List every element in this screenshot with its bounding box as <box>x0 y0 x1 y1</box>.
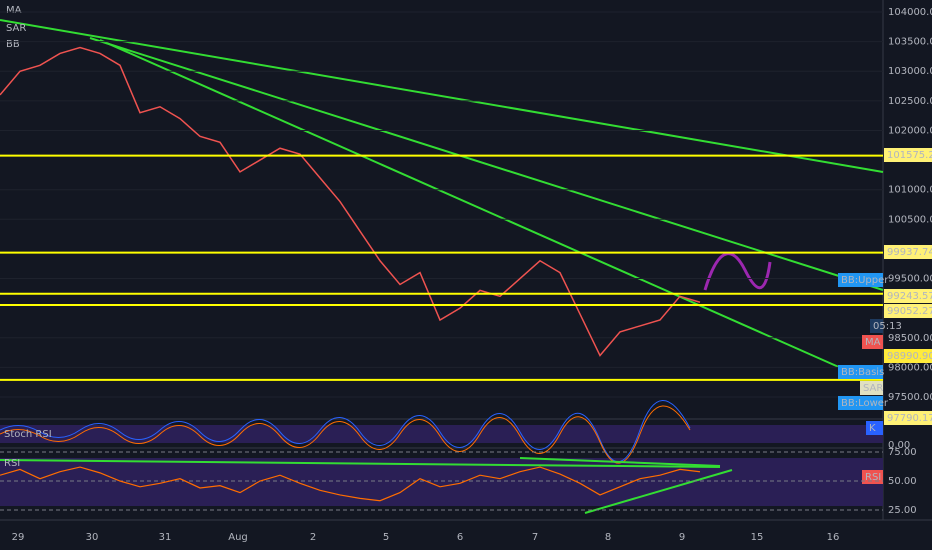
indicator-tag-label: BB:Lower <box>841 398 889 409</box>
level-tag <box>884 289 932 303</box>
indicator-tag-label: RSI <box>865 472 881 483</box>
level-label: 99243.57 <box>887 291 932 302</box>
indicator-label: BB <box>6 39 20 50</box>
indicator-tag <box>862 335 883 349</box>
level-label: 97790.17 <box>887 413 932 424</box>
level-tag <box>884 349 932 363</box>
date-label: 8 <box>605 532 611 543</box>
price-tick-label: 103000.00 <box>888 66 932 77</box>
date-label: Aug <box>228 532 248 543</box>
date-label: 31 <box>159 532 172 543</box>
level-tag <box>884 411 932 425</box>
level-tag <box>884 245 932 259</box>
indicator-tag-label: K <box>869 423 876 434</box>
price-tick-label: 103500.00 <box>888 37 932 48</box>
price-tick-label: 101000.00 <box>888 185 932 196</box>
price-tick-label: 97500.00 <box>888 392 932 403</box>
indicator-tag-label: BB:Upper <box>841 275 889 286</box>
price-tick-label: 98500.00 <box>888 333 932 344</box>
pane-title: RSI <box>4 458 20 469</box>
price-tick-label: 98000.00 <box>888 362 932 373</box>
stoch-k <box>0 400 691 462</box>
rsi-band <box>0 458 883 506</box>
indicator-tag <box>838 396 883 410</box>
date-label: 29 <box>12 532 25 543</box>
indicator-tag <box>838 365 883 379</box>
stoch-d <box>0 405 691 464</box>
date-label: 6 <box>457 532 463 543</box>
level-label: 99937.74 <box>887 247 932 258</box>
indicator-label: SAR <box>6 23 26 34</box>
indicator-tag-label: BB:Basis <box>841 367 884 378</box>
rsi-tick-label: 50.00 <box>888 476 917 487</box>
trendline <box>89 37 884 291</box>
trendline <box>99 39 851 373</box>
date-label: 7 <box>532 532 538 543</box>
price-tick-label: 100500.00 <box>888 214 932 225</box>
rsi-tick-label: 25.00 <box>888 505 917 516</box>
rsi-line <box>0 466 701 502</box>
pane-title: Stoch RSI <box>4 429 52 440</box>
level-label: 101575.23 <box>887 150 932 161</box>
rsi-tick-label: 75.00 <box>888 447 917 458</box>
date-label: 5 <box>383 532 389 543</box>
date-label: 15 <box>751 532 764 543</box>
level-label: 98990.90 <box>887 351 932 362</box>
level-tag <box>884 148 932 162</box>
price-tick-label: 102500.00 <box>888 96 932 107</box>
date-label: 9 <box>679 532 685 543</box>
indicator-tag <box>838 273 883 287</box>
projection-curve <box>703 252 772 291</box>
price-tick-label: 104000.00 <box>888 7 932 18</box>
indicator-tag <box>870 319 883 333</box>
indicator-tag-label: SAR <box>863 383 883 394</box>
trendline <box>519 457 721 467</box>
trendline <box>584 469 733 514</box>
price-tick-label: 99500.00 <box>888 274 932 285</box>
date-label: 16 <box>827 532 840 543</box>
price-line <box>0 46 701 357</box>
level-tag <box>884 304 932 318</box>
trendline <box>0 459 721 468</box>
price-tick-label: 102000.00 <box>888 125 932 136</box>
level-label: 99052.27 <box>887 306 932 317</box>
date-label: 30 <box>86 532 99 543</box>
indicator-tag-label: 05:13 <box>873 321 902 332</box>
trendline <box>0 19 884 173</box>
indicator-tag <box>860 381 883 395</box>
date-label: 2 <box>310 532 316 543</box>
stoch-tick-label: 0.00 <box>888 440 910 451</box>
indicator-label: MA <box>6 5 22 16</box>
indicator-tag <box>866 421 883 435</box>
indicator-tag-label: MA <box>865 337 881 348</box>
